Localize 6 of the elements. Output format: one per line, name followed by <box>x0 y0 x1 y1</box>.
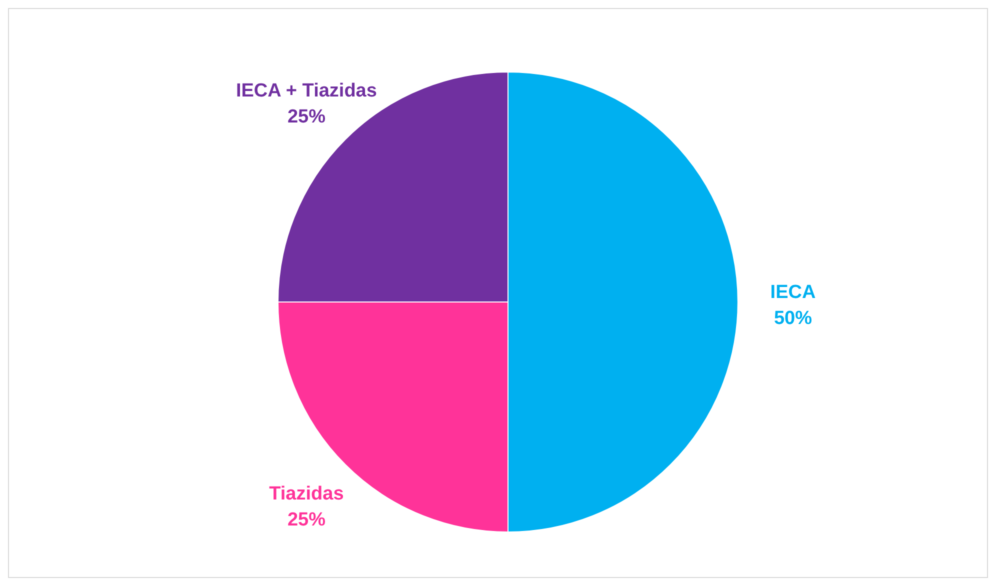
slice-label: IECA + Tiazidas <box>236 80 377 102</box>
data-label: 50% <box>774 308 812 329</box>
data-label: 25% <box>287 510 326 531</box>
slice-label: Tiazidas <box>269 484 344 505</box>
data-label: 25% <box>287 106 326 128</box>
slice-label: IECA <box>770 282 816 303</box>
